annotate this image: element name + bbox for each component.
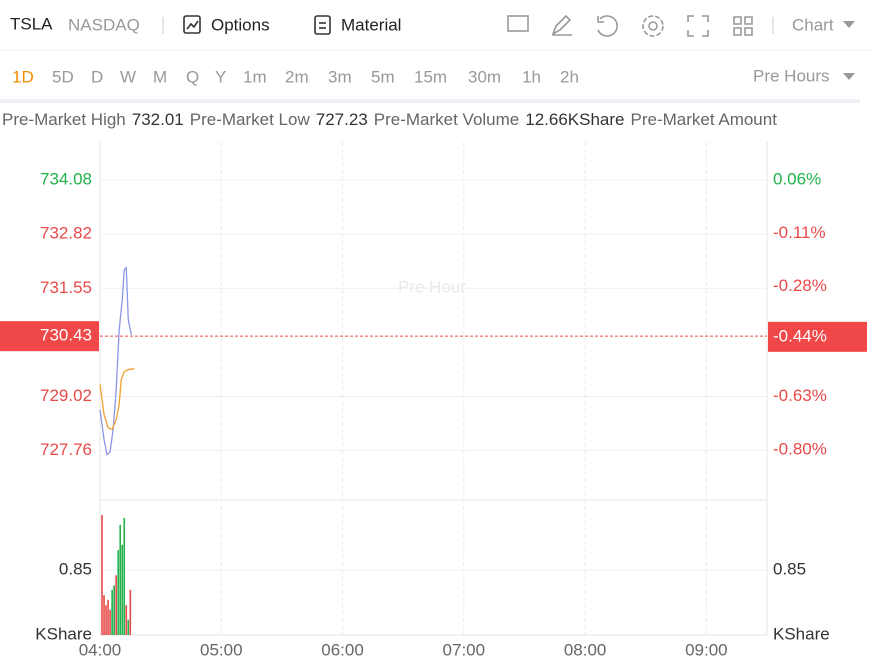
volume-bar — [123, 517, 126, 635]
draw-icon[interactable] — [551, 14, 572, 36]
volume-bar — [103, 595, 105, 635]
settings-icon-ring — [642, 15, 664, 37]
price-line — [99, 266, 132, 456]
period-button[interactable]: 1m — [243, 67, 267, 86]
volume-bar — [101, 514, 103, 635]
price-line — [99, 368, 135, 431]
period-button[interactable]: 2h — [560, 67, 579, 86]
y-tick-label: 729.02 — [40, 386, 92, 405]
reset-icon[interactable] — [597, 15, 618, 37]
volume-bar — [125, 605, 128, 635]
stat-value: 727.23 — [316, 110, 368, 129]
divider — [0, 99, 860, 103]
y2-tick-label: -0.63% — [773, 386, 827, 405]
volume-bar — [115, 575, 117, 635]
period-button[interactable]: D — [91, 67, 103, 86]
period-button[interactable]: Y — [215, 67, 226, 86]
y2-tick-label: -0.11% — [773, 223, 826, 242]
volume-tick-label: 0.85 — [59, 559, 92, 578]
y2-tick-label: -0.44% — [773, 326, 827, 345]
stat-value: 732.01 — [132, 110, 184, 129]
stats-line: Pre-Market High 732.01 Pre-Market Low 727.2… — [2, 110, 777, 129]
x-tick-label: 07:00 — [443, 640, 486, 659]
volume-bar — [117, 550, 119, 635]
x-tick-label: 05:00 — [200, 640, 243, 659]
x-tick-label: 06:00 — [321, 640, 364, 659]
period-button[interactable]: 15m — [414, 67, 447, 86]
options-icon[interactable] — [183, 15, 201, 34]
stat-label: Pre-Market Low — [190, 110, 311, 129]
fullscreen-icon[interactable] — [687, 15, 709, 37]
y-tick-label: 727.76 — [40, 440, 92, 459]
volume-bar — [107, 599, 109, 635]
stat-label: Pre-Market Amount — [631, 110, 778, 129]
x-tick-label: 09:00 — [685, 640, 728, 659]
tab-material[interactable]: Material — [341, 15, 401, 34]
volume-bar — [113, 585, 115, 635]
volume-bar — [111, 589, 113, 635]
volume-unit: KShare — [35, 624, 92, 643]
period-button[interactable]: 3m — [328, 67, 352, 86]
period-button[interactable]: 2m — [285, 67, 309, 86]
x-tick-label: 04:00 — [79, 640, 122, 659]
volume-bar — [119, 524, 122, 635]
settings-icon[interactable] — [648, 21, 658, 31]
dropdown-arrow — [843, 21, 855, 28]
dropdown-arrow — [843, 73, 855, 80]
stat-label: Pre-Market Volume — [374, 110, 520, 129]
exchange: NASDAQ — [68, 15, 140, 34]
options-icon-line — [186, 20, 199, 30]
period-button[interactable]: 1D — [12, 67, 34, 86]
layout-icon[interactable] — [733, 16, 753, 36]
watermark: Pre Hour — [398, 277, 466, 296]
period-button[interactable]: 5D — [52, 67, 74, 86]
volume-tick-label: 0.85 — [773, 559, 806, 578]
volume-bar — [105, 605, 107, 635]
y-tick-label: 731.55 — [40, 278, 92, 297]
material-icon[interactable] — [314, 15, 331, 35]
volume-bar — [129, 589, 132, 635]
y-tick-label: 730.43 — [40, 326, 92, 345]
period-button[interactable]: W — [120, 67, 136, 86]
period-button[interactable]: 30m — [468, 67, 501, 86]
period-button[interactable]: 1h — [522, 67, 541, 86]
volume-bar — [109, 609, 111, 635]
period-button[interactable]: Q — [186, 67, 199, 86]
volume-bar — [127, 619, 130, 635]
period-button[interactable]: 5m — [371, 67, 395, 86]
current-price-badge — [0, 321, 99, 352]
stat-value: 12.66KShare — [525, 110, 624, 129]
y-tick-label: 732.82 — [40, 223, 92, 242]
current-change-badge — [768, 321, 867, 352]
indicator-icon[interactable] — [507, 15, 529, 32]
session-select[interactable]: Pre Hours — [753, 66, 830, 85]
volume-bar — [121, 544, 124, 635]
stat-label: Pre-Market High — [2, 110, 126, 129]
y2-tick-label: 0.06% — [773, 169, 821, 188]
period-button[interactable]: M — [153, 67, 167, 86]
period-bar: 1D 5D D W M Q Y 1m 2m 3m 5m 15m 30m 1h 2h — [12, 67, 579, 86]
symbol: TSLA — [10, 14, 53, 33]
tab-options[interactable]: Options — [211, 15, 270, 34]
y2-tick-label: -0.80% — [773, 439, 827, 458]
volume-unit: KShare — [773, 624, 830, 643]
x-tick-label: 08:00 — [564, 640, 607, 659]
chart: 04:00 05:00 06:00 07:00 08:00 09:00 734.08 732.… — [0, 142, 867, 659]
y-tick-label: 734.08 — [40, 170, 92, 189]
y2-tick-label: -0.28% — [773, 276, 827, 295]
view-select[interactable]: Chart — [792, 15, 834, 34]
